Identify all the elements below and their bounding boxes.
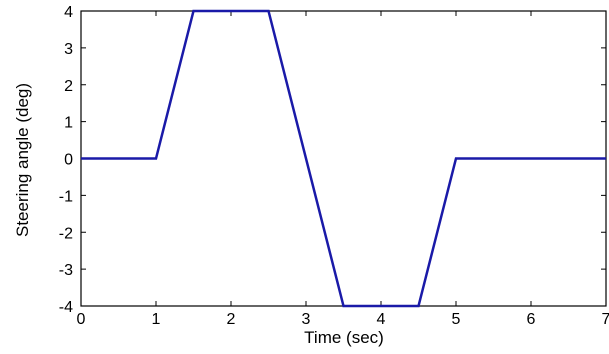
x-tick-label: 1 <box>152 311 161 328</box>
x-tick-label: 7 <box>602 311 609 328</box>
ticks-layer: 0 1 2 3 4 5 6 7 4 3 2 1 0 -1 -2 -3 -4 <box>59 4 609 328</box>
y-tick-label: -3 <box>59 262 73 279</box>
x-tick-label: 6 <box>527 311 536 328</box>
x-tick-label: 0 <box>77 311 86 328</box>
steering-angle-line <box>81 9 606 308</box>
y-tick-label: 2 <box>64 78 73 95</box>
y-tick-label: 0 <box>64 152 73 169</box>
x-tick-label: 2 <box>227 311 236 328</box>
x-axis-label: Time (sec) <box>304 328 384 347</box>
x-tick-label: 3 <box>302 311 311 328</box>
y-tick-label: -4 <box>59 299 73 316</box>
y-tick-label: 3 <box>64 41 73 58</box>
y-tick-label: -1 <box>59 188 73 205</box>
x-tick-label: 4 <box>377 311 386 328</box>
y-axis-label: Steering angle (deg) <box>13 83 32 237</box>
series-layer <box>81 9 606 308</box>
y-tick-label: 4 <box>64 4 73 21</box>
x-tick-label: 5 <box>452 311 461 328</box>
y-tick-label: -2 <box>59 225 73 242</box>
y-tick-label: 1 <box>64 115 73 132</box>
